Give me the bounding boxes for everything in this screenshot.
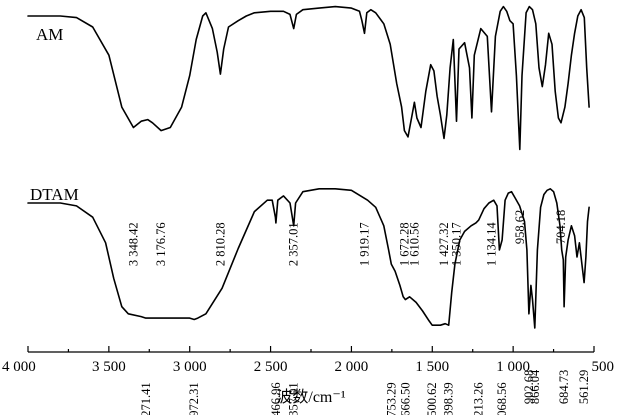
peak-label: 1 672.28 xyxy=(397,222,411,266)
x-tick-label: 4 000 xyxy=(2,359,36,375)
peak-label: 561.29 xyxy=(577,370,591,404)
peak-label: 1 500.62 xyxy=(425,382,439,415)
peak-label: 2 466.96 xyxy=(269,382,283,415)
peak-label: 1 610.56 xyxy=(407,222,421,266)
x-tick-label: 1 500 xyxy=(415,359,449,375)
plot-area: AM 3 348.42 3 176.76 2 810.28 2 357.01 1 919.… xyxy=(27,5,591,415)
peak-label: 2 357.01 xyxy=(287,222,301,266)
spectrum-line-am xyxy=(27,5,590,151)
peak-label: 1 068.56 xyxy=(495,382,509,415)
x-tick-label: 3 500 xyxy=(92,359,126,375)
spectrum-line-dtam xyxy=(27,188,590,329)
peak-label: 1 666.50 xyxy=(398,382,412,415)
peak-label: 1 350.17 xyxy=(450,222,464,266)
peak-label: 2 810.28 xyxy=(213,222,227,266)
peak-label: 3 348.42 xyxy=(126,222,140,266)
peak-label: 2 357.01 xyxy=(287,382,301,415)
peak-label: 3 271.41 xyxy=(139,382,153,415)
x-tick-label: 3 000 xyxy=(173,359,207,375)
peak-label: 1 213.26 xyxy=(472,382,486,415)
peak-label: 2 972.31 xyxy=(187,382,201,415)
series-dtam: DTAM 3 271.41 2 972.31 2 466.96 2 357.01 1 75… xyxy=(27,185,591,415)
peak-label: 704.18 xyxy=(554,210,568,244)
peak-label: 3 176.76 xyxy=(154,222,168,266)
x-tick-label: 500 xyxy=(592,359,615,375)
peak-label: 902.68 xyxy=(522,370,536,404)
x-tick-label: 2 500 xyxy=(254,359,288,375)
series-label: DTAM xyxy=(30,185,79,204)
peak-label: 1 753.29 xyxy=(384,382,398,415)
peak-label: 866.04 xyxy=(528,369,542,404)
peak-label: 1 134.14 xyxy=(485,222,499,267)
x-axis-ticks: 4 000 3 500 3 000 2 500 2 000 1 500 1 000 500 xyxy=(2,346,614,375)
x-tick-label: 2 000 xyxy=(335,359,369,375)
peak-label: 1 919.17 xyxy=(358,222,372,266)
series-am: AM 3 348.42 3 176.76 2 810.28 2 357.01 1 919.… xyxy=(27,5,590,267)
series-label: AM xyxy=(36,25,63,44)
peak-label: 684.73 xyxy=(557,370,571,404)
x-tick-label: 1 000 xyxy=(496,359,530,375)
peak-label: 1 398.39 xyxy=(442,382,456,415)
x-axis-title: 波数/cm⁻¹ xyxy=(276,388,345,406)
peak-label: 1 427.32 xyxy=(437,222,451,266)
